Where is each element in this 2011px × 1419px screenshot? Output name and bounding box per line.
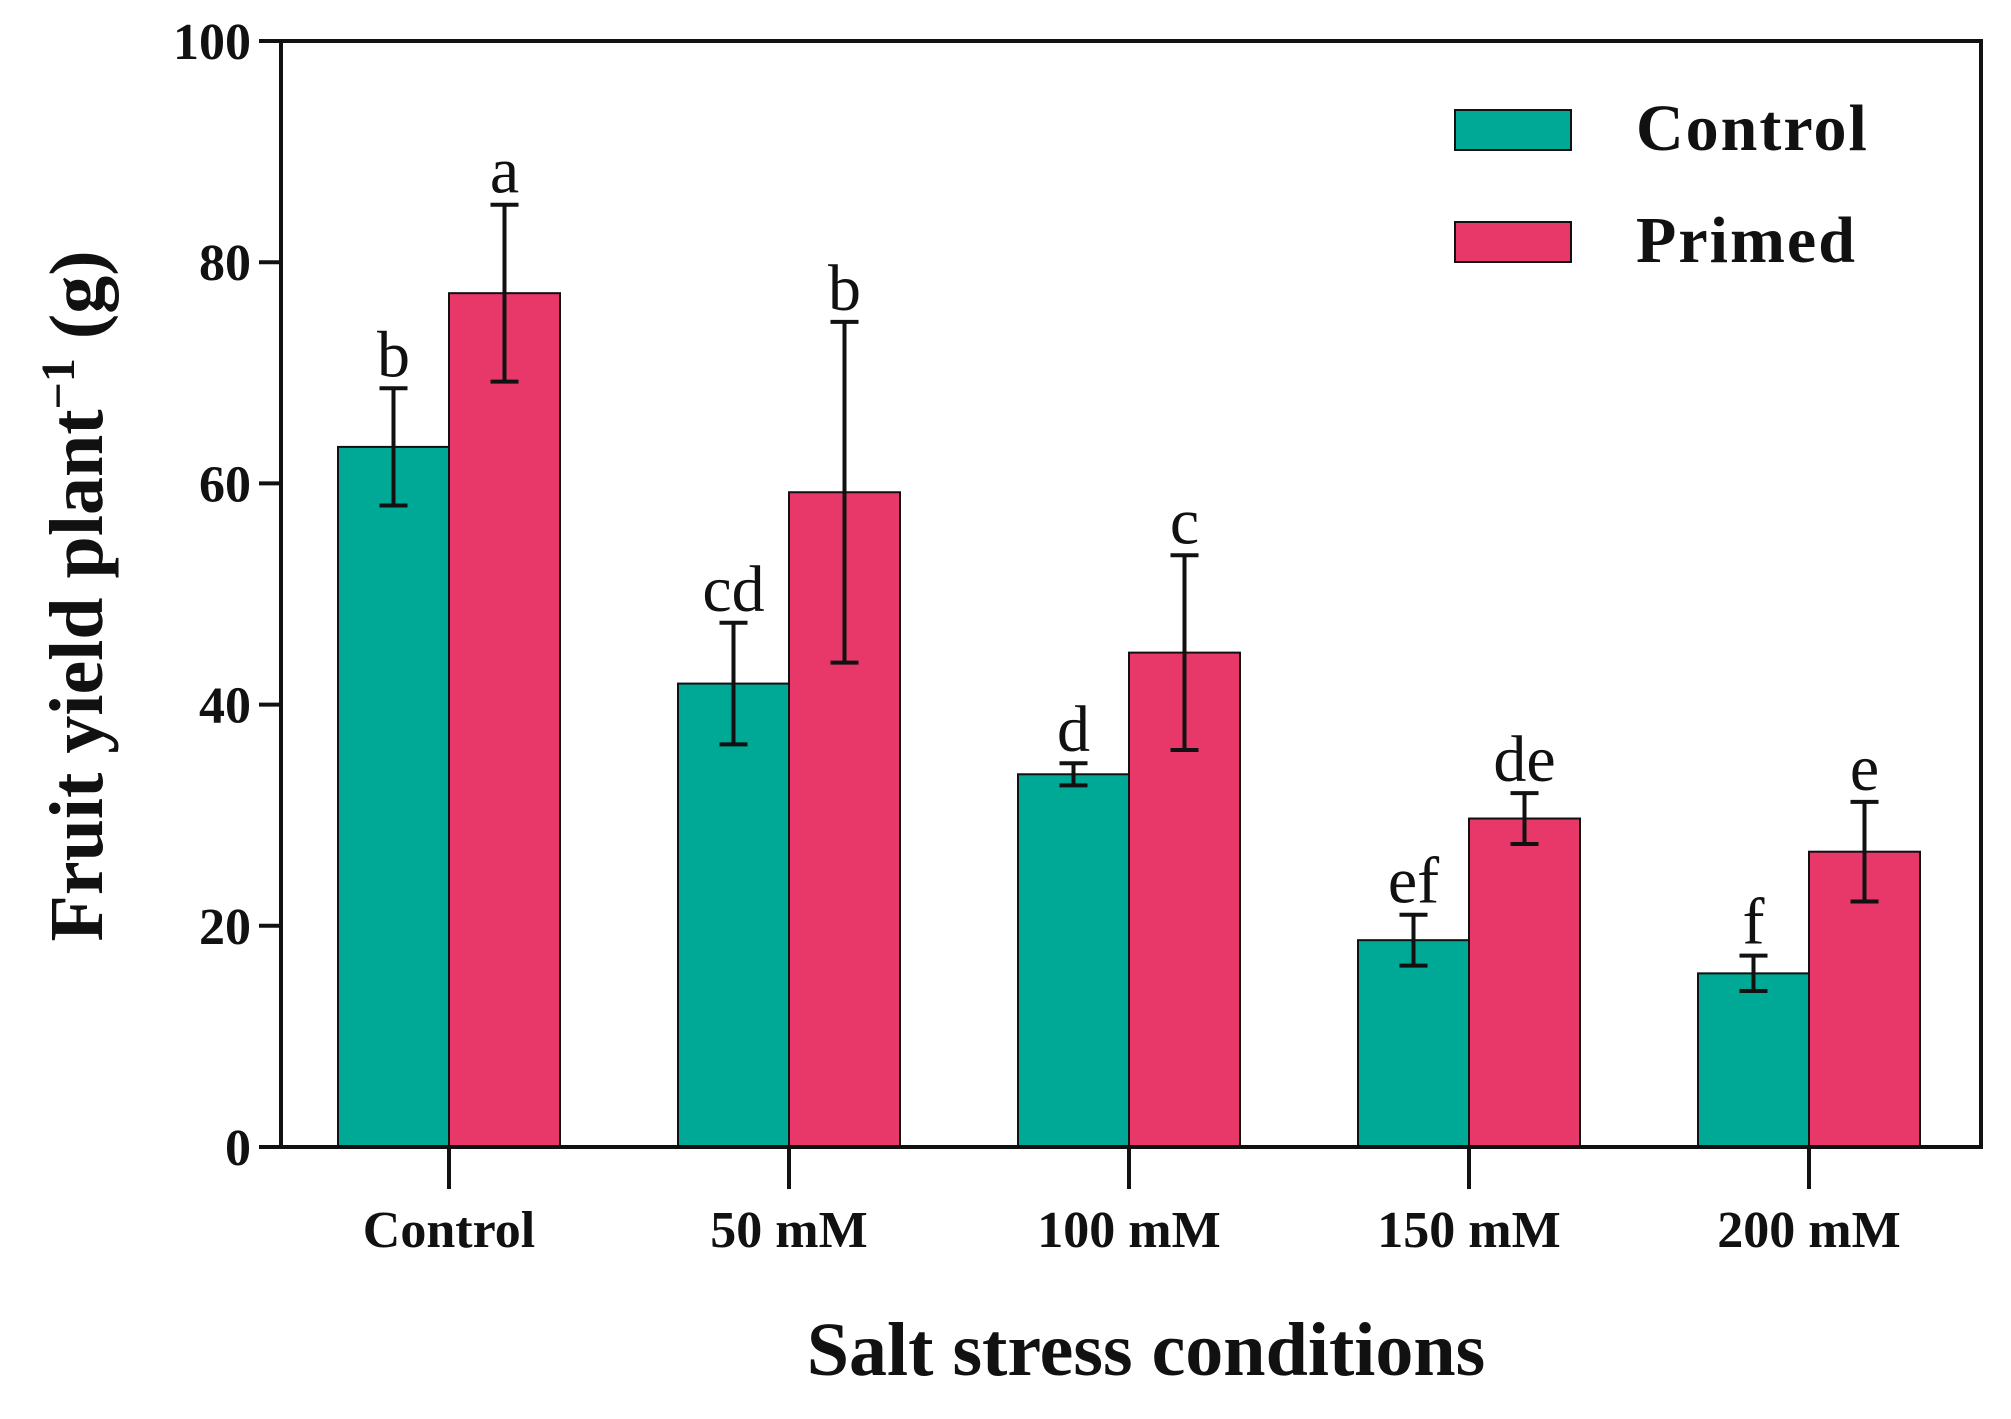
- y-axis-title-main: Fruit yield plant: [35, 409, 119, 941]
- y-tick-label: 80: [199, 235, 251, 292]
- y-tick-label: 60: [199, 456, 251, 513]
- y-axis-title-unit: (g): [35, 250, 119, 358]
- significance-label: f: [1743, 886, 1765, 959]
- legend-swatch-primed: [1454, 221, 1572, 263]
- x-axis: Control 50 mM 100 mM 150 mM 200 mM: [363, 1147, 1901, 1259]
- significance-label: a: [490, 135, 519, 208]
- x-tick-label: 150 mM: [1377, 1202, 1560, 1259]
- x-tick-label: 200 mM: [1717, 1202, 1900, 1259]
- significance-label: b: [377, 318, 410, 391]
- legend: Control Primed: [1454, 92, 1869, 277]
- y-axis: 0 20 40 60 80 100: [173, 14, 281, 1177]
- bar-control: [1697, 972, 1810, 1148]
- y-tick-label: 20: [199, 899, 251, 956]
- bar-control: [677, 682, 790, 1148]
- bar-control: [337, 445, 450, 1149]
- x-tick-label: Control: [363, 1202, 535, 1259]
- significance-label: d: [1057, 693, 1090, 766]
- x-tick-label: 100 mM: [1037, 1202, 1220, 1259]
- significance-label: ef: [1388, 845, 1439, 918]
- y-tick-label: 100: [173, 14, 251, 71]
- significance-label: b: [828, 252, 861, 325]
- bar-control: [1357, 939, 1470, 1148]
- y-tick-label: 0: [225, 1120, 251, 1177]
- bar-primed: [1468, 817, 1581, 1148]
- x-tick-label: 50 mM: [710, 1202, 867, 1259]
- x-axis-title: Salt stress conditions: [807, 1308, 1485, 1392]
- significance-label: de: [1493, 723, 1555, 796]
- bar-control: [1017, 773, 1130, 1148]
- significance-label: cd: [702, 553, 764, 626]
- legend-label-control: Control: [1636, 92, 1869, 165]
- y-axis-title-superscript: −1: [32, 358, 85, 409]
- legend-label-primed: Primed: [1636, 204, 1857, 277]
- significance-label: c: [1170, 485, 1199, 558]
- y-axis-title: Fruit yield plant−1 (g): [32, 250, 119, 941]
- y-tick-label: 40: [199, 678, 251, 735]
- significance-label: e: [1850, 732, 1879, 805]
- legend-swatch-control: [1454, 109, 1572, 151]
- bar-primed: [448, 292, 561, 1148]
